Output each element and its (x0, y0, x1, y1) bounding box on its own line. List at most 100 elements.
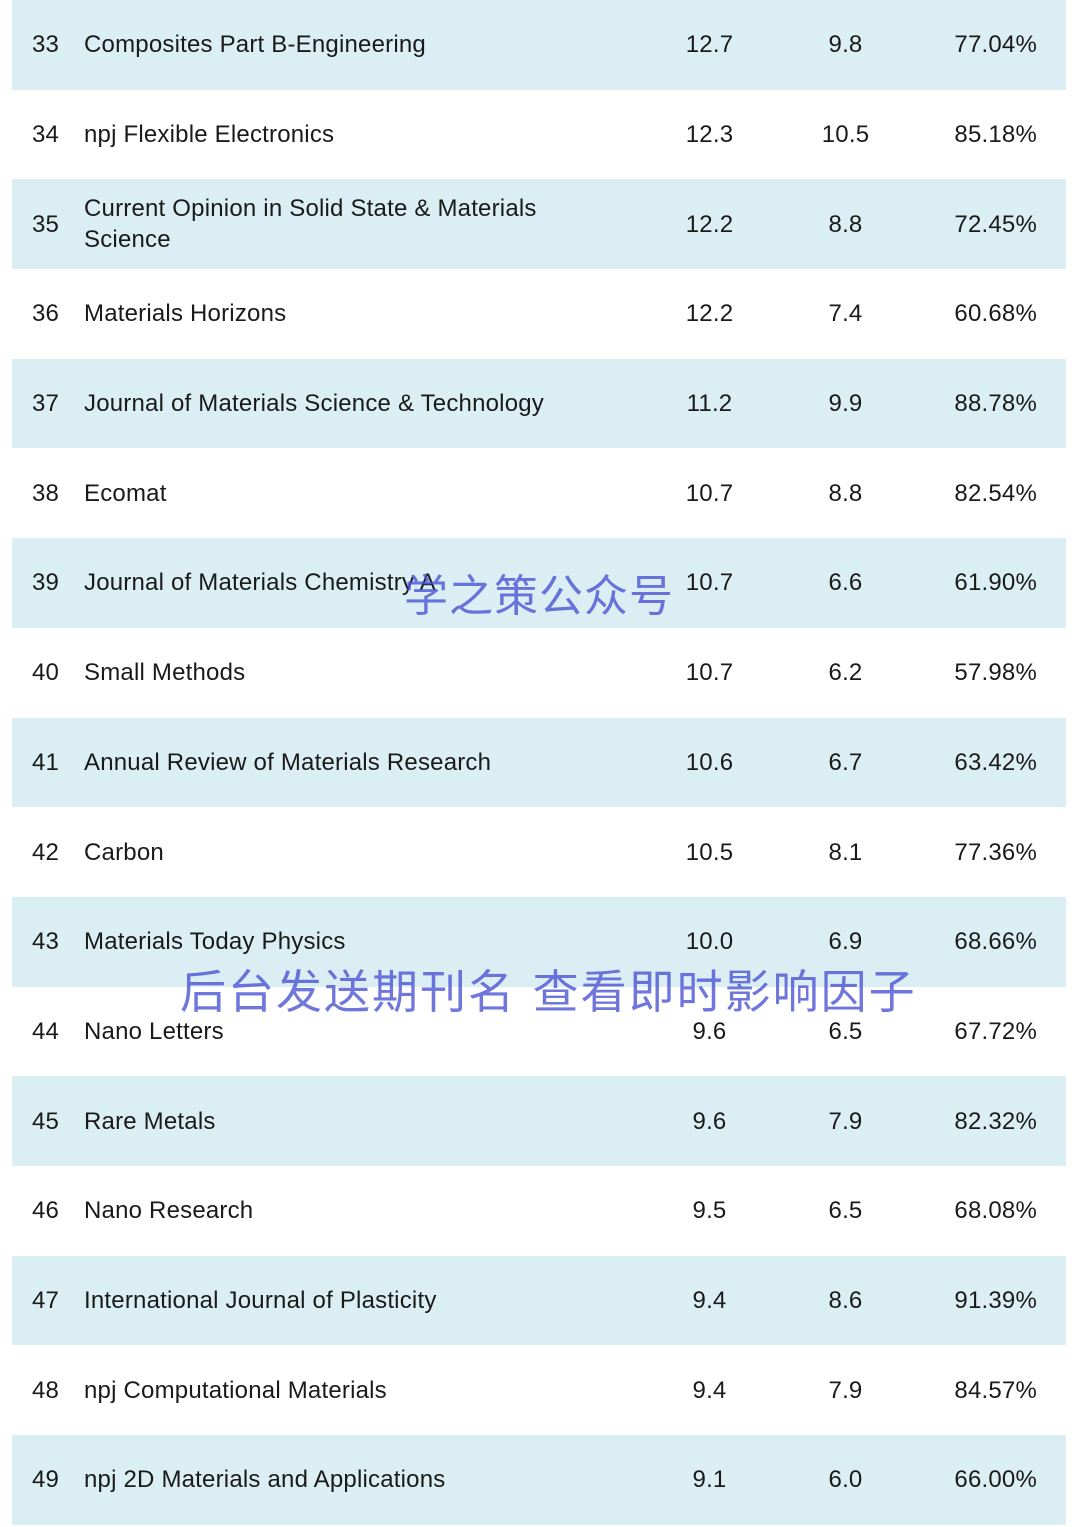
value-cell-1: 12.7 (685, 31, 734, 59)
table-row: 45 Rare Metals 9.6 7.9 82.32% (12, 1076, 1066, 1166)
value-cell-1: 9.4 (692, 1376, 727, 1404)
table-row: 44 Nano Letters 9.6 6.5 67.72% (12, 986, 1066, 1077)
table-row: 39 Journal of Materials Chemistry A 10.7… (12, 538, 1066, 628)
percent-cell: 91.39% (954, 1286, 1037, 1314)
journal-name-cell: Annual Review of Materials Research (84, 748, 492, 776)
value-cell-2: 6.0 (828, 1466, 863, 1494)
journal-name-cell: Current Opinion in Solid State & Materia… (84, 195, 537, 254)
rank-cell: 46 (32, 1197, 60, 1225)
rank-cell: 47 (32, 1286, 60, 1314)
percent-cell: 61.90% (954, 569, 1037, 597)
value-cell-1: 9.5 (692, 1197, 727, 1225)
journal-name-cell: Materials Horizons (84, 300, 287, 328)
table-row: 35 Current Opinion in Solid State & Mate… (12, 179, 1066, 270)
value-cell-2: 6.9 (828, 928, 863, 956)
table-row: 40 Small Methods 10.7 6.2 57.98% (12, 627, 1066, 718)
table-row: 43 Materials Today Physics 10.0 6.9 68.6… (12, 896, 1066, 987)
value-cell-1: 12.3 (685, 121, 734, 149)
percent-cell: 68.08% (954, 1197, 1037, 1225)
percent-cell: 88.78% (954, 390, 1037, 418)
rank-cell: 41 (32, 748, 60, 776)
journal-name-cell: npj Computational Materials (84, 1376, 387, 1404)
rank-cell: 44 (32, 1017, 60, 1045)
value-cell-1: 9.6 (692, 1017, 727, 1045)
rank-cell: 38 (32, 479, 60, 507)
journal-name-cell: Carbon (84, 838, 164, 866)
table-row: 34 npj Flexible Electronics 12.3 10.5 85… (12, 89, 1066, 180)
table-row: 48 npj Computational Materials 9.4 7.9 8… (12, 1345, 1066, 1435)
value-cell-1: 12.2 (685, 300, 734, 328)
value-cell-1: 10.7 (685, 479, 734, 507)
journal-name-cell: Ecomat (84, 479, 167, 507)
table-row: 41 Annual Review of Materials Research 1… (12, 717, 1066, 808)
value-cell-2: 7.9 (828, 1376, 863, 1404)
value-cell-2: 8.6 (828, 1286, 863, 1314)
rank-cell: 49 (32, 1466, 60, 1494)
table-row: 47 International Journal of Plasticity 9… (12, 1255, 1066, 1346)
value-cell-1: 10.5 (685, 838, 734, 866)
percent-cell: 57.98% (954, 659, 1037, 687)
percent-cell: 63.42% (954, 748, 1037, 776)
journal-table: 33 Composites Part B-Engineering 12.7 9.… (12, 0, 1066, 1525)
journal-name-cell: Composites Part B-Engineering (84, 31, 426, 59)
percent-cell: 82.54% (954, 479, 1037, 507)
value-cell-1: 12.2 (685, 210, 734, 238)
percent-cell: 82.32% (954, 1107, 1037, 1135)
rank-cell: 39 (32, 569, 60, 597)
value-cell-2: 10.5 (821, 121, 870, 149)
value-cell-1: 11.2 (686, 390, 733, 418)
percent-cell: 84.57% (954, 1376, 1037, 1404)
percent-cell: 85.18% (954, 121, 1037, 149)
table-row: 38 Ecomat 10.7 8.8 82.54% (12, 448, 1066, 539)
value-cell-2: 6.5 (828, 1197, 863, 1225)
table-row: 46 Nano Research 9.5 6.5 68.08% (12, 1165, 1066, 1256)
value-cell-2: 7.9 (828, 1107, 863, 1135)
rank-cell: 36 (32, 300, 60, 328)
table-row: 49 npj 2D Materials and Applications 9.1… (12, 1435, 1066, 1525)
table-row: 36 Materials Horizons 12.2 7.4 60.68% (12, 269, 1066, 359)
journal-name-cell: npj 2D Materials and Applications (84, 1466, 446, 1494)
value-cell-2: 9.9 (828, 390, 863, 418)
journal-name-cell: Journal of Materials Chemistry A (84, 569, 436, 597)
percent-cell: 72.45% (954, 210, 1037, 238)
value-cell-1: 10.6 (685, 748, 734, 776)
journal-name-cell: Journal of Materials Science & Technolog… (84, 390, 545, 418)
rank-cell: 42 (32, 838, 60, 866)
rank-cell: 33 (32, 31, 60, 59)
value-cell-2: 6.6 (828, 569, 863, 597)
value-cell-2: 8.8 (828, 210, 863, 238)
value-cell-1: 9.1 (692, 1466, 727, 1494)
percent-cell: 77.04% (954, 31, 1037, 59)
rank-cell: 48 (32, 1376, 60, 1404)
value-cell-1: 10.7 (685, 659, 734, 687)
value-cell-2: 6.7 (828, 748, 863, 776)
value-cell-1: 9.6 (692, 1107, 727, 1135)
journal-name-cell: Rare Metals (84, 1107, 216, 1135)
percent-cell: 68.66% (954, 928, 1037, 956)
rank-cell: 37 (32, 390, 60, 418)
journal-name-cell: Nano Research (84, 1197, 254, 1225)
table-row: 33 Composites Part B-Engineering 12.7 9.… (12, 0, 1066, 90)
rank-cell: 45 (32, 1107, 60, 1135)
value-cell-1: 10.0 (685, 928, 734, 956)
table-row: 37 Journal of Materials Science & Techno… (12, 358, 1066, 449)
journal-name-cell: International Journal of Plasticity (84, 1286, 437, 1314)
percent-cell: 60.68% (954, 300, 1037, 328)
journal-name-cell: Nano Letters (84, 1017, 224, 1045)
journal-name-cell: Small Methods (84, 659, 246, 687)
rank-cell: 35 (32, 210, 60, 238)
percent-cell: 67.72% (954, 1017, 1037, 1045)
value-cell-1: 10.7 (685, 569, 734, 597)
rank-cell: 43 (32, 928, 60, 956)
journal-name-cell: Materials Today Physics (84, 928, 346, 956)
rank-cell: 40 (32, 659, 60, 687)
value-cell-2: 6.5 (828, 1017, 863, 1045)
value-cell-1: 9.4 (692, 1286, 727, 1314)
value-cell-2: 8.8 (828, 479, 863, 507)
value-cell-2: 7.4 (828, 300, 863, 328)
percent-cell: 66.00% (954, 1466, 1037, 1494)
value-cell-2: 6.2 (828, 659, 863, 687)
percent-cell: 77.36% (954, 838, 1037, 866)
value-cell-2: 9.8 (828, 31, 863, 59)
value-cell-2: 8.1 (828, 838, 863, 866)
